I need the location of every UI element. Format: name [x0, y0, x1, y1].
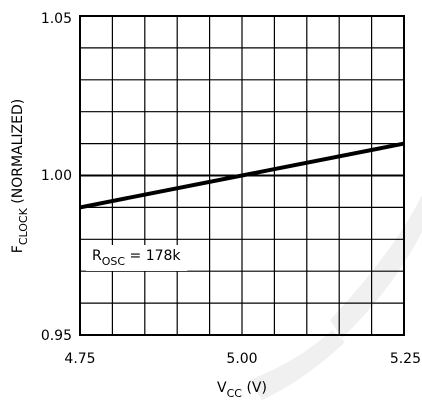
y-tick-label: 0.95 — [41, 328, 72, 344]
annotation-background — [86, 245, 188, 271]
x-tick-label: 5.00 — [226, 351, 257, 367]
x-tick-label: 4.75 — [64, 351, 95, 367]
y-tick-label: 1.00 — [41, 168, 72, 184]
y-tick-labels: 1.05 1.00 0.95 — [41, 11, 72, 344]
x-axis-label-main: V — [217, 380, 227, 396]
watermark-swoosh — [250, 195, 422, 400]
y-tick-label: 1.05 — [41, 11, 72, 27]
x-axis-label-sub: CC — [227, 387, 243, 400]
annotation-sub: OSC — [102, 255, 126, 268]
series-line — [79, 141, 405, 210]
x-tick-labels: 4.75 5.00 5.25 — [64, 351, 421, 367]
x-tick-label: 5.25 — [390, 351, 421, 367]
annotation-main: R — [92, 248, 102, 264]
y-axis-label-sub: CLOCK — [17, 207, 30, 245]
y-axis-label-main: F — [10, 245, 26, 253]
x-axis-label: VCC (V) — [217, 380, 267, 400]
y-axis-label-rest: (NORMALIZED) — [10, 99, 26, 208]
series-lines — [79, 141, 405, 210]
plot-frame — [79, 15, 405, 336]
annotation: ROSC = 178k — [86, 245, 188, 271]
annotation-rest: = 178k — [125, 248, 181, 264]
annotation-text: ROSC = 178k — [92, 248, 181, 268]
y-axis-label: FCLOCK (NORMALIZED) — [10, 99, 30, 253]
x-axis-label-unit: (V) — [242, 380, 267, 396]
